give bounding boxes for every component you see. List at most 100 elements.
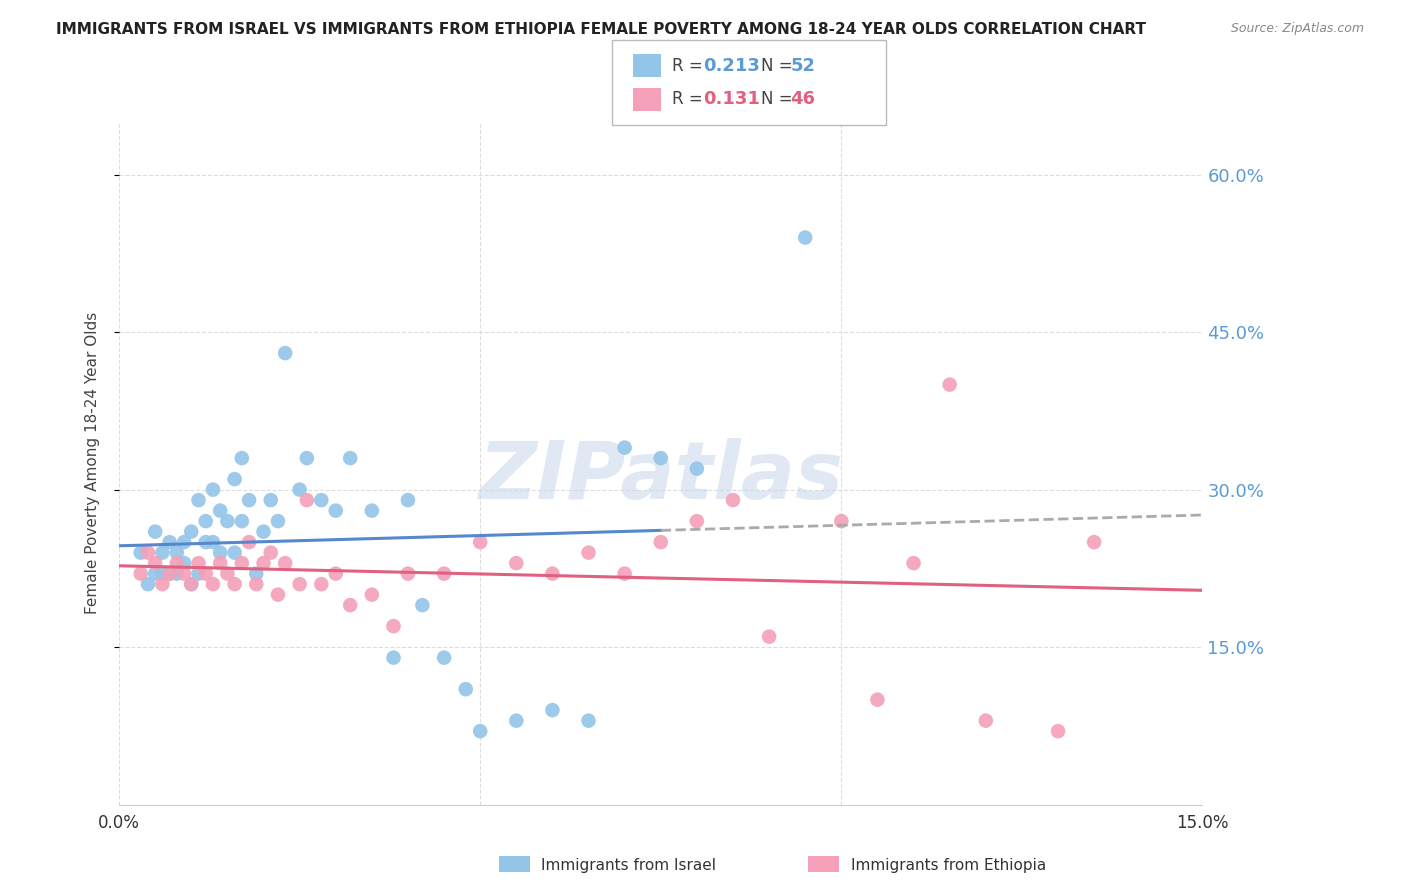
Point	[173, 566, 195, 581]
Point	[136, 546, 159, 560]
Point	[166, 546, 188, 560]
Text: 0.213: 0.213	[703, 57, 759, 75]
Point	[201, 535, 224, 549]
Point	[686, 514, 709, 528]
Point	[339, 451, 361, 466]
Point	[650, 535, 672, 549]
Point	[159, 566, 181, 581]
Point	[541, 703, 564, 717]
Point	[505, 714, 527, 728]
Point	[325, 503, 347, 517]
Point	[209, 556, 232, 570]
Point	[433, 650, 456, 665]
Point	[938, 377, 960, 392]
Point	[159, 535, 181, 549]
Point	[454, 682, 477, 697]
Text: R =: R =	[672, 57, 709, 75]
Point	[830, 514, 852, 528]
Point	[267, 514, 290, 528]
Point	[129, 546, 152, 560]
Point	[224, 546, 246, 560]
Point	[194, 566, 217, 581]
Text: Source: ZipAtlas.com: Source: ZipAtlas.com	[1230, 22, 1364, 36]
Text: N =: N =	[761, 57, 797, 75]
Point	[173, 535, 195, 549]
Point	[382, 619, 405, 633]
Text: 52: 52	[790, 57, 815, 75]
Point	[288, 577, 311, 591]
Point	[360, 503, 382, 517]
Text: N =: N =	[761, 90, 797, 108]
Point	[339, 598, 361, 612]
Text: R =: R =	[672, 90, 709, 108]
Point	[187, 556, 209, 570]
Point	[578, 546, 600, 560]
Point	[325, 566, 347, 581]
Point	[613, 441, 636, 455]
Point	[758, 630, 780, 644]
Point	[311, 577, 333, 591]
Point	[866, 692, 889, 706]
Point	[470, 535, 492, 549]
Point	[180, 577, 202, 591]
Point	[505, 556, 527, 570]
Point	[143, 556, 166, 570]
Point	[166, 566, 188, 581]
Point	[245, 577, 267, 591]
Point	[194, 514, 217, 528]
Point	[260, 546, 283, 560]
Point	[224, 577, 246, 591]
Point	[129, 566, 152, 581]
Point	[288, 483, 311, 497]
Point	[360, 588, 382, 602]
Point	[159, 566, 181, 581]
Point	[194, 535, 217, 549]
Point	[267, 588, 290, 602]
Point	[217, 514, 239, 528]
Point	[238, 535, 260, 549]
Point	[143, 566, 166, 581]
Point	[578, 714, 600, 728]
Point	[541, 566, 564, 581]
Point	[201, 577, 224, 591]
Text: 0.131: 0.131	[703, 90, 759, 108]
Point	[794, 230, 817, 244]
Point	[252, 524, 274, 539]
Point	[143, 524, 166, 539]
Point	[187, 493, 209, 508]
Point	[295, 451, 318, 466]
Point	[686, 461, 709, 475]
Point	[180, 524, 202, 539]
Point	[650, 451, 672, 466]
Point	[245, 566, 267, 581]
Point	[274, 346, 297, 360]
Text: ZIPatlas: ZIPatlas	[478, 438, 844, 516]
Point	[396, 493, 419, 508]
Text: Immigrants from Ethiopia: Immigrants from Ethiopia	[851, 858, 1046, 872]
Text: 46: 46	[790, 90, 815, 108]
Point	[974, 714, 997, 728]
Point	[150, 546, 173, 560]
Point	[209, 503, 232, 517]
Point	[382, 650, 405, 665]
Point	[150, 566, 173, 581]
Point	[136, 577, 159, 591]
Point	[903, 556, 925, 570]
Point	[274, 556, 297, 570]
Point	[224, 472, 246, 486]
Point	[180, 577, 202, 591]
Point	[470, 724, 492, 739]
Point	[396, 566, 419, 581]
Point	[1083, 535, 1105, 549]
Point	[260, 493, 283, 508]
Point	[295, 493, 318, 508]
Point	[150, 577, 173, 591]
Point	[252, 556, 274, 570]
Point	[433, 566, 456, 581]
Point	[231, 514, 253, 528]
Point	[187, 566, 209, 581]
Point	[311, 493, 333, 508]
Point	[201, 483, 224, 497]
Point	[166, 556, 188, 570]
Point	[231, 451, 253, 466]
